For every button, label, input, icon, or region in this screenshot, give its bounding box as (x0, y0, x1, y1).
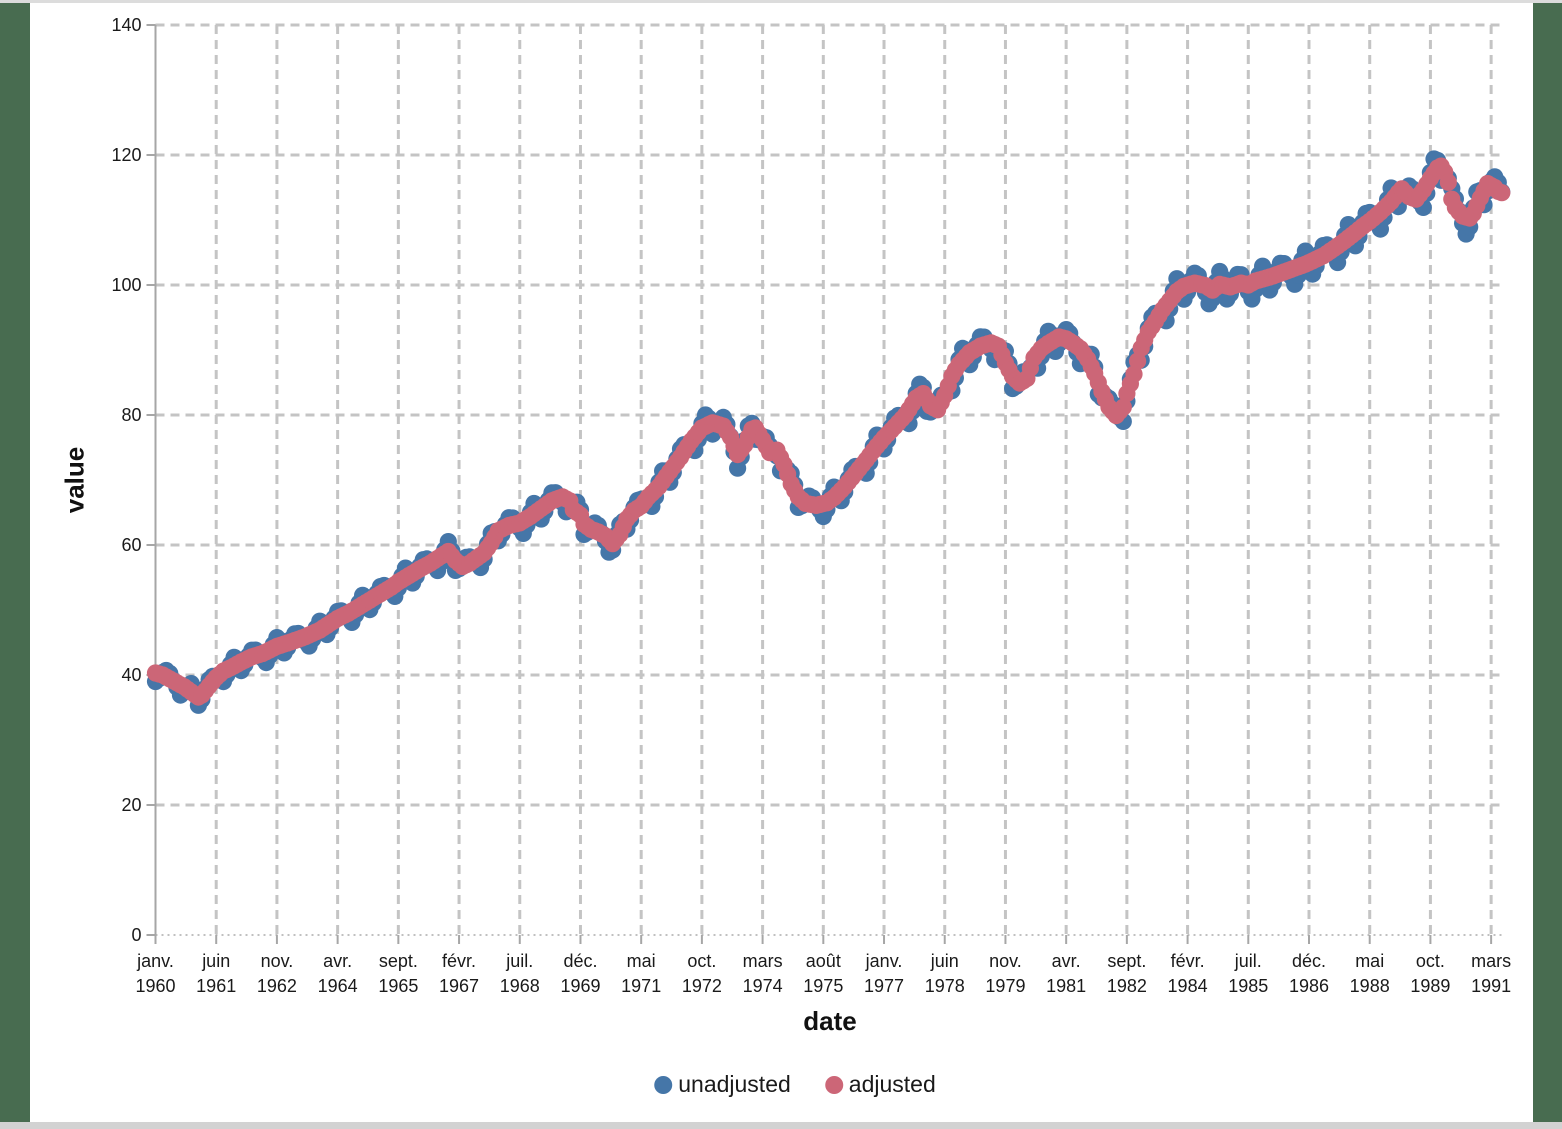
svg-text:janv.: janv. (136, 951, 174, 971)
svg-text:févr.: févr. (1171, 951, 1205, 971)
svg-text:1974: 1974 (743, 976, 783, 996)
svg-text:mars: mars (743, 951, 783, 971)
svg-text:nov.: nov. (261, 951, 294, 971)
legend: unadjusted adjusted (654, 1071, 936, 1098)
svg-text:140: 140 (111, 15, 141, 35)
legend-label-unadjusted: unadjusted (678, 1071, 791, 1097)
svg-text:avr.: avr. (1052, 951, 1081, 971)
svg-text:juin: juin (201, 951, 230, 971)
svg-text:20: 20 (121, 795, 141, 815)
svg-text:1978: 1978 (925, 976, 965, 996)
svg-text:1961: 1961 (196, 976, 236, 996)
svg-text:oct.: oct. (1416, 951, 1445, 971)
svg-text:juil.: juil. (505, 951, 533, 971)
svg-text:1989: 1989 (1410, 976, 1450, 996)
svg-text:1960: 1960 (135, 976, 175, 996)
legend-item-unadjusted: unadjusted (654, 1071, 791, 1098)
legend-item-adjusted: adjusted (824, 1071, 936, 1098)
svg-text:janv.: janv. (865, 951, 903, 971)
svg-text:60: 60 (121, 535, 141, 555)
svg-text:oct.: oct. (687, 951, 716, 971)
svg-text:1991: 1991 (1471, 976, 1511, 996)
svg-text:1984: 1984 (1168, 976, 1208, 996)
svg-text:déc.: déc. (1292, 951, 1326, 971)
svg-text:1965: 1965 (378, 976, 418, 996)
svg-text:100: 100 (111, 275, 141, 295)
svg-text:1968: 1968 (500, 976, 540, 996)
legend-dot-adjusted-icon (824, 1075, 843, 1094)
svg-text:avr.: avr. (323, 951, 352, 971)
svg-text:1986: 1986 (1289, 976, 1329, 996)
svg-text:1988: 1988 (1350, 976, 1390, 996)
y-axis-title: value (59, 446, 90, 514)
legend-dot-unadjusted-icon (654, 1075, 673, 1094)
svg-text:0: 0 (131, 925, 141, 945)
svg-text:sept.: sept. (379, 951, 418, 971)
svg-text:sept.: sept. (1107, 951, 1146, 971)
legend-label-adjusted: adjusted (848, 1071, 936, 1097)
svg-text:nov.: nov. (989, 951, 1022, 971)
svg-text:1972: 1972 (682, 976, 722, 996)
svg-text:1979: 1979 (985, 976, 1025, 996)
svg-text:juil.: juil. (1234, 951, 1262, 971)
series-adjusted-points (146, 157, 1511, 706)
svg-text:120: 120 (111, 145, 141, 165)
x-axis-title: date (803, 1006, 857, 1036)
svg-text:juin: juin (930, 951, 959, 971)
svg-text:mai: mai (1355, 951, 1384, 971)
svg-text:1985: 1985 (1228, 976, 1268, 996)
svg-text:1982: 1982 (1107, 976, 1147, 996)
svg-text:1975: 1975 (803, 976, 843, 996)
svg-text:40: 40 (121, 665, 141, 685)
svg-text:1967: 1967 (439, 976, 479, 996)
window-top-edge (0, 0, 1562, 3)
svg-text:mai: mai (627, 951, 656, 971)
svg-text:1977: 1977 (864, 976, 904, 996)
svg-text:févr.: févr. (442, 951, 476, 971)
svg-text:1971: 1971 (621, 976, 661, 996)
window-bottom-edge (0, 1122, 1562, 1129)
series-unadjusted-points (146, 150, 1511, 714)
svg-text:1981: 1981 (1046, 976, 1086, 996)
svg-text:1964: 1964 (318, 976, 358, 996)
svg-text:80: 80 (121, 405, 141, 425)
svg-text:1969: 1969 (560, 976, 600, 996)
svg-text:déc.: déc. (563, 951, 597, 971)
svg-text:août: août (806, 951, 841, 971)
svg-text:1962: 1962 (257, 976, 297, 996)
svg-text:mars: mars (1471, 951, 1511, 971)
